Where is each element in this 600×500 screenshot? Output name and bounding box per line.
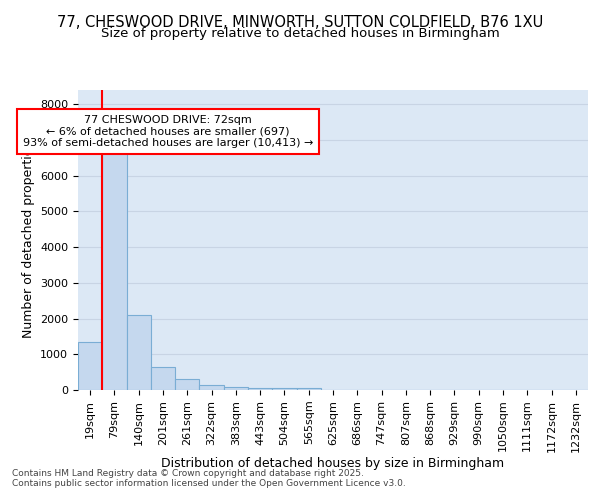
Bar [199,385,224,390]
Bar [78,342,102,390]
Bar [248,388,272,390]
Bar [127,315,151,390]
Bar [296,388,321,390]
Bar [151,367,175,390]
Bar [224,387,248,390]
Text: 77 CHESWOOD DRIVE: 72sqm
← 6% of detached houses are smaller (697)
93% of semi-d: 77 CHESWOOD DRIVE: 72sqm ← 6% of detache… [23,115,313,148]
Bar [272,388,296,390]
Y-axis label: Number of detached properties: Number of detached properties [22,142,35,338]
Text: Contains public sector information licensed under the Open Government Licence v3: Contains public sector information licen… [12,478,406,488]
Text: 77, CHESWOOD DRIVE, MINWORTH, SUTTON COLDFIELD, B76 1XU: 77, CHESWOOD DRIVE, MINWORTH, SUTTON COL… [57,15,543,30]
Bar [102,152,127,390]
X-axis label: Distribution of detached houses by size in Birmingham: Distribution of detached houses by size … [161,458,505,470]
Text: Size of property relative to detached houses in Birmingham: Size of property relative to detached ho… [101,28,499,40]
Text: Contains HM Land Registry data © Crown copyright and database right 2025.: Contains HM Land Registry data © Crown c… [12,468,364,477]
Bar [175,380,199,390]
